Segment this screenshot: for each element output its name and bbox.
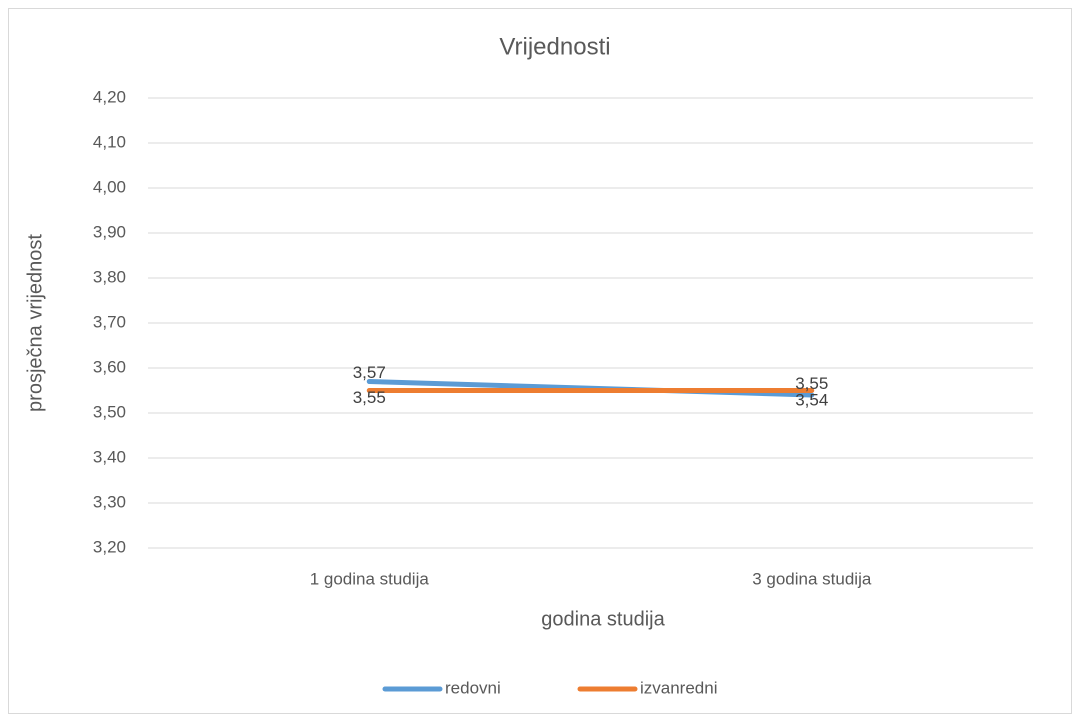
x-tick-label: 1 godina studija xyxy=(310,569,430,588)
y-tick-label: 3,30 xyxy=(93,492,126,511)
legend-label: redovni xyxy=(445,678,501,697)
y-tick-label: 4,10 xyxy=(93,132,126,151)
y-tick-label: 3,40 xyxy=(93,447,126,466)
chart-title: Vrijednosti xyxy=(499,33,610,60)
x-axis-label: godina studija xyxy=(541,608,665,630)
data-label: 3,54 xyxy=(795,390,828,409)
y-tick-label: 3,50 xyxy=(93,402,126,421)
data-label: 3,57 xyxy=(353,363,386,382)
y-tick-label: 3,60 xyxy=(93,357,126,376)
y-tick-label: 3,80 xyxy=(93,267,126,286)
data-label: 3,55 xyxy=(353,388,386,407)
x-tick-label: 3 godina studija xyxy=(752,569,872,588)
y-tick-label: 3,90 xyxy=(93,222,126,241)
y-tick-label: 3,70 xyxy=(93,312,126,331)
legend-label: izvanredni xyxy=(640,678,718,697)
data-label: 3,55 xyxy=(795,374,828,393)
y-tick-label: 3,20 xyxy=(93,537,126,556)
y-axis-label: prosječna vrijednost xyxy=(24,234,46,412)
y-tick-label: 4,20 xyxy=(93,87,126,106)
chart-frame xyxy=(8,8,1072,714)
y-tick-label: 4,00 xyxy=(93,177,126,196)
